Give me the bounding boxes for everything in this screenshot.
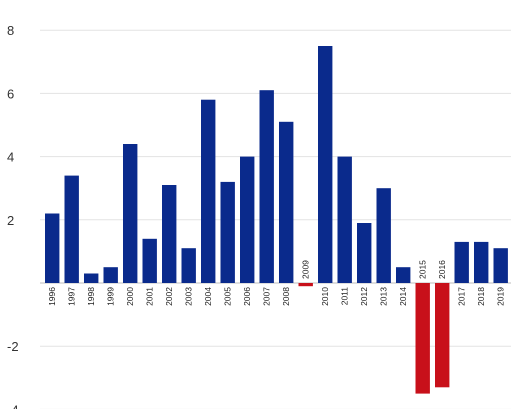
bar-2016 [435,283,450,388]
bar-2008 [279,121,294,283]
x-tick-label: 2013 [379,287,389,306]
x-tick-label: 2004 [203,287,213,306]
x-tick-label: 2009 [301,260,311,279]
bar-2018 [474,241,489,283]
bar-2002 [162,185,177,283]
y-tick-label: 8 [7,23,14,38]
bar-2007 [259,90,274,283]
x-axis-ticks: 1996 1997 1998 1999 2000 2001 2002 2003 2004 2005… [47,260,506,306]
bar-2001 [142,238,157,283]
x-tick-label: 2018 [476,287,486,306]
bar-1999 [103,267,118,283]
bar-2004 [201,99,216,283]
bar-2013 [376,188,391,283]
bar-1997 [64,175,79,283]
y-tick-label: 2 [7,213,14,228]
y-tick-label: 6 [7,86,14,101]
x-tick-label: 1996 [47,287,57,306]
x-tick-label: 2001 [145,287,155,306]
bar-1996 [45,213,60,283]
x-tick-label: 2000 [125,287,135,306]
x-tick-label: 2008 [281,287,291,306]
bar-2000 [123,144,138,283]
y-tick-label: -4 [7,402,19,409]
x-tick-label: 2017 [457,287,467,306]
bar-2003 [181,248,196,283]
x-tick-label: 2007 [262,287,272,306]
x-tick-label: 1998 [86,287,96,306]
bars [45,46,508,394]
bar-2009 [298,283,313,287]
bar-2015 [415,283,430,394]
bar-2014 [396,267,411,283]
x-tick-label: 2015 [418,260,428,279]
x-tick-label: 2005 [223,287,233,306]
x-tick-label: 2016 [437,260,447,279]
x-tick-label: 2002 [164,287,174,306]
bar-1998 [84,273,99,283]
y-axis-ticks: 8 6 4 2 -2 -4 [7,23,19,409]
x-tick-label: 2003 [184,287,194,306]
y-tick-label: 4 [7,150,14,165]
gridlines [40,29,511,409]
bar-2017 [454,241,469,283]
x-tick-label: 2011 [340,287,350,306]
bar-2005 [220,181,235,283]
bar-2019 [493,248,508,283]
x-tick-label: 2006 [242,287,252,306]
y-tick-label: -2 [7,339,19,354]
bar-2010 [318,46,333,283]
x-tick-label: 2014 [398,287,408,306]
x-tick-label: 1999 [106,287,116,306]
bar-2006 [240,156,255,283]
x-tick-label: 1997 [67,287,77,306]
bar-2011 [337,156,352,283]
x-tick-label: 2012 [359,287,369,306]
x-tick-label: 2019 [496,287,506,306]
bar-2012 [357,223,372,283]
x-tick-label: 2010 [320,287,330,306]
